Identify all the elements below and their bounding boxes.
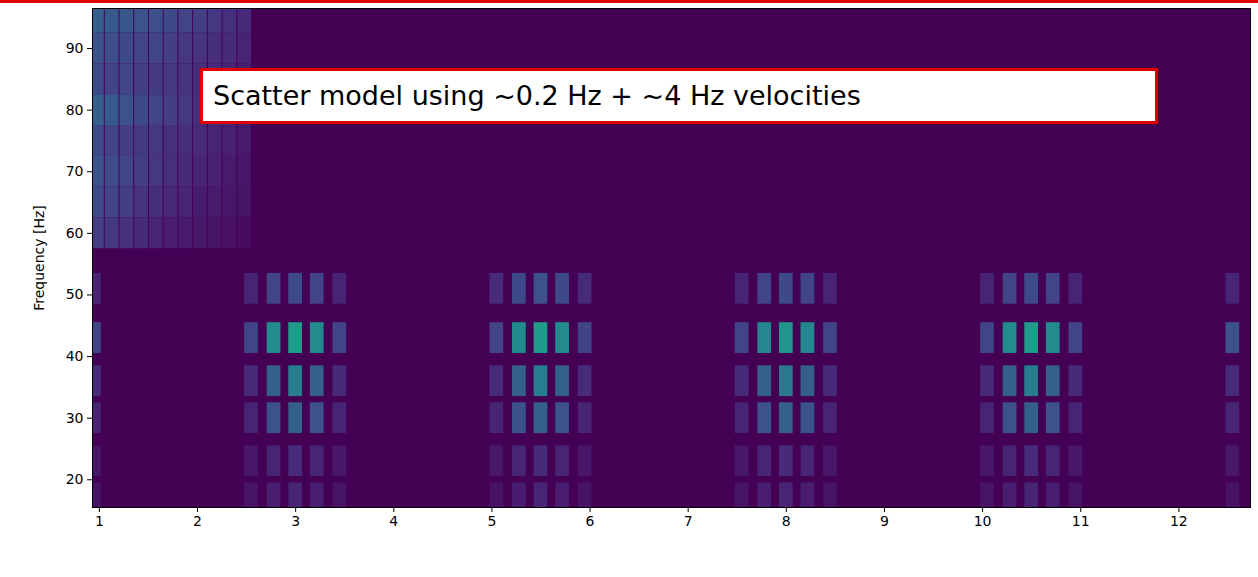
- svg-text:11: 11: [1072, 513, 1090, 529]
- svg-text:40: 40: [66, 348, 84, 364]
- svg-text:5: 5: [487, 513, 496, 529]
- svg-text:9: 9: [880, 513, 889, 529]
- svg-text:12: 12: [1170, 513, 1188, 529]
- svg-text:2: 2: [193, 513, 202, 529]
- svg-text:80: 80: [66, 102, 84, 118]
- svg-text:30: 30: [66, 410, 84, 426]
- svg-text:90: 90: [66, 40, 84, 56]
- svg-text:10: 10: [974, 513, 992, 529]
- svg-text:1: 1: [95, 513, 104, 529]
- svg-text:Frequency [Hz]: Frequency [Hz]: [31, 205, 47, 311]
- svg-text:7: 7: [684, 513, 693, 529]
- svg-text:3: 3: [291, 513, 300, 529]
- svg-text:50: 50: [66, 286, 84, 302]
- svg-text:60: 60: [66, 225, 84, 241]
- svg-text:20: 20: [66, 471, 84, 487]
- svg-text:4: 4: [389, 513, 398, 529]
- html-text:Scatter model using ~0.2 Hz +: Scatter model using ~0.2 Hz + ~4 Hz velo…: [213, 80, 861, 111]
- svg-text:70: 70: [66, 163, 84, 179]
- svg-text:8: 8: [782, 513, 791, 529]
- svg-text:6: 6: [586, 513, 595, 529]
